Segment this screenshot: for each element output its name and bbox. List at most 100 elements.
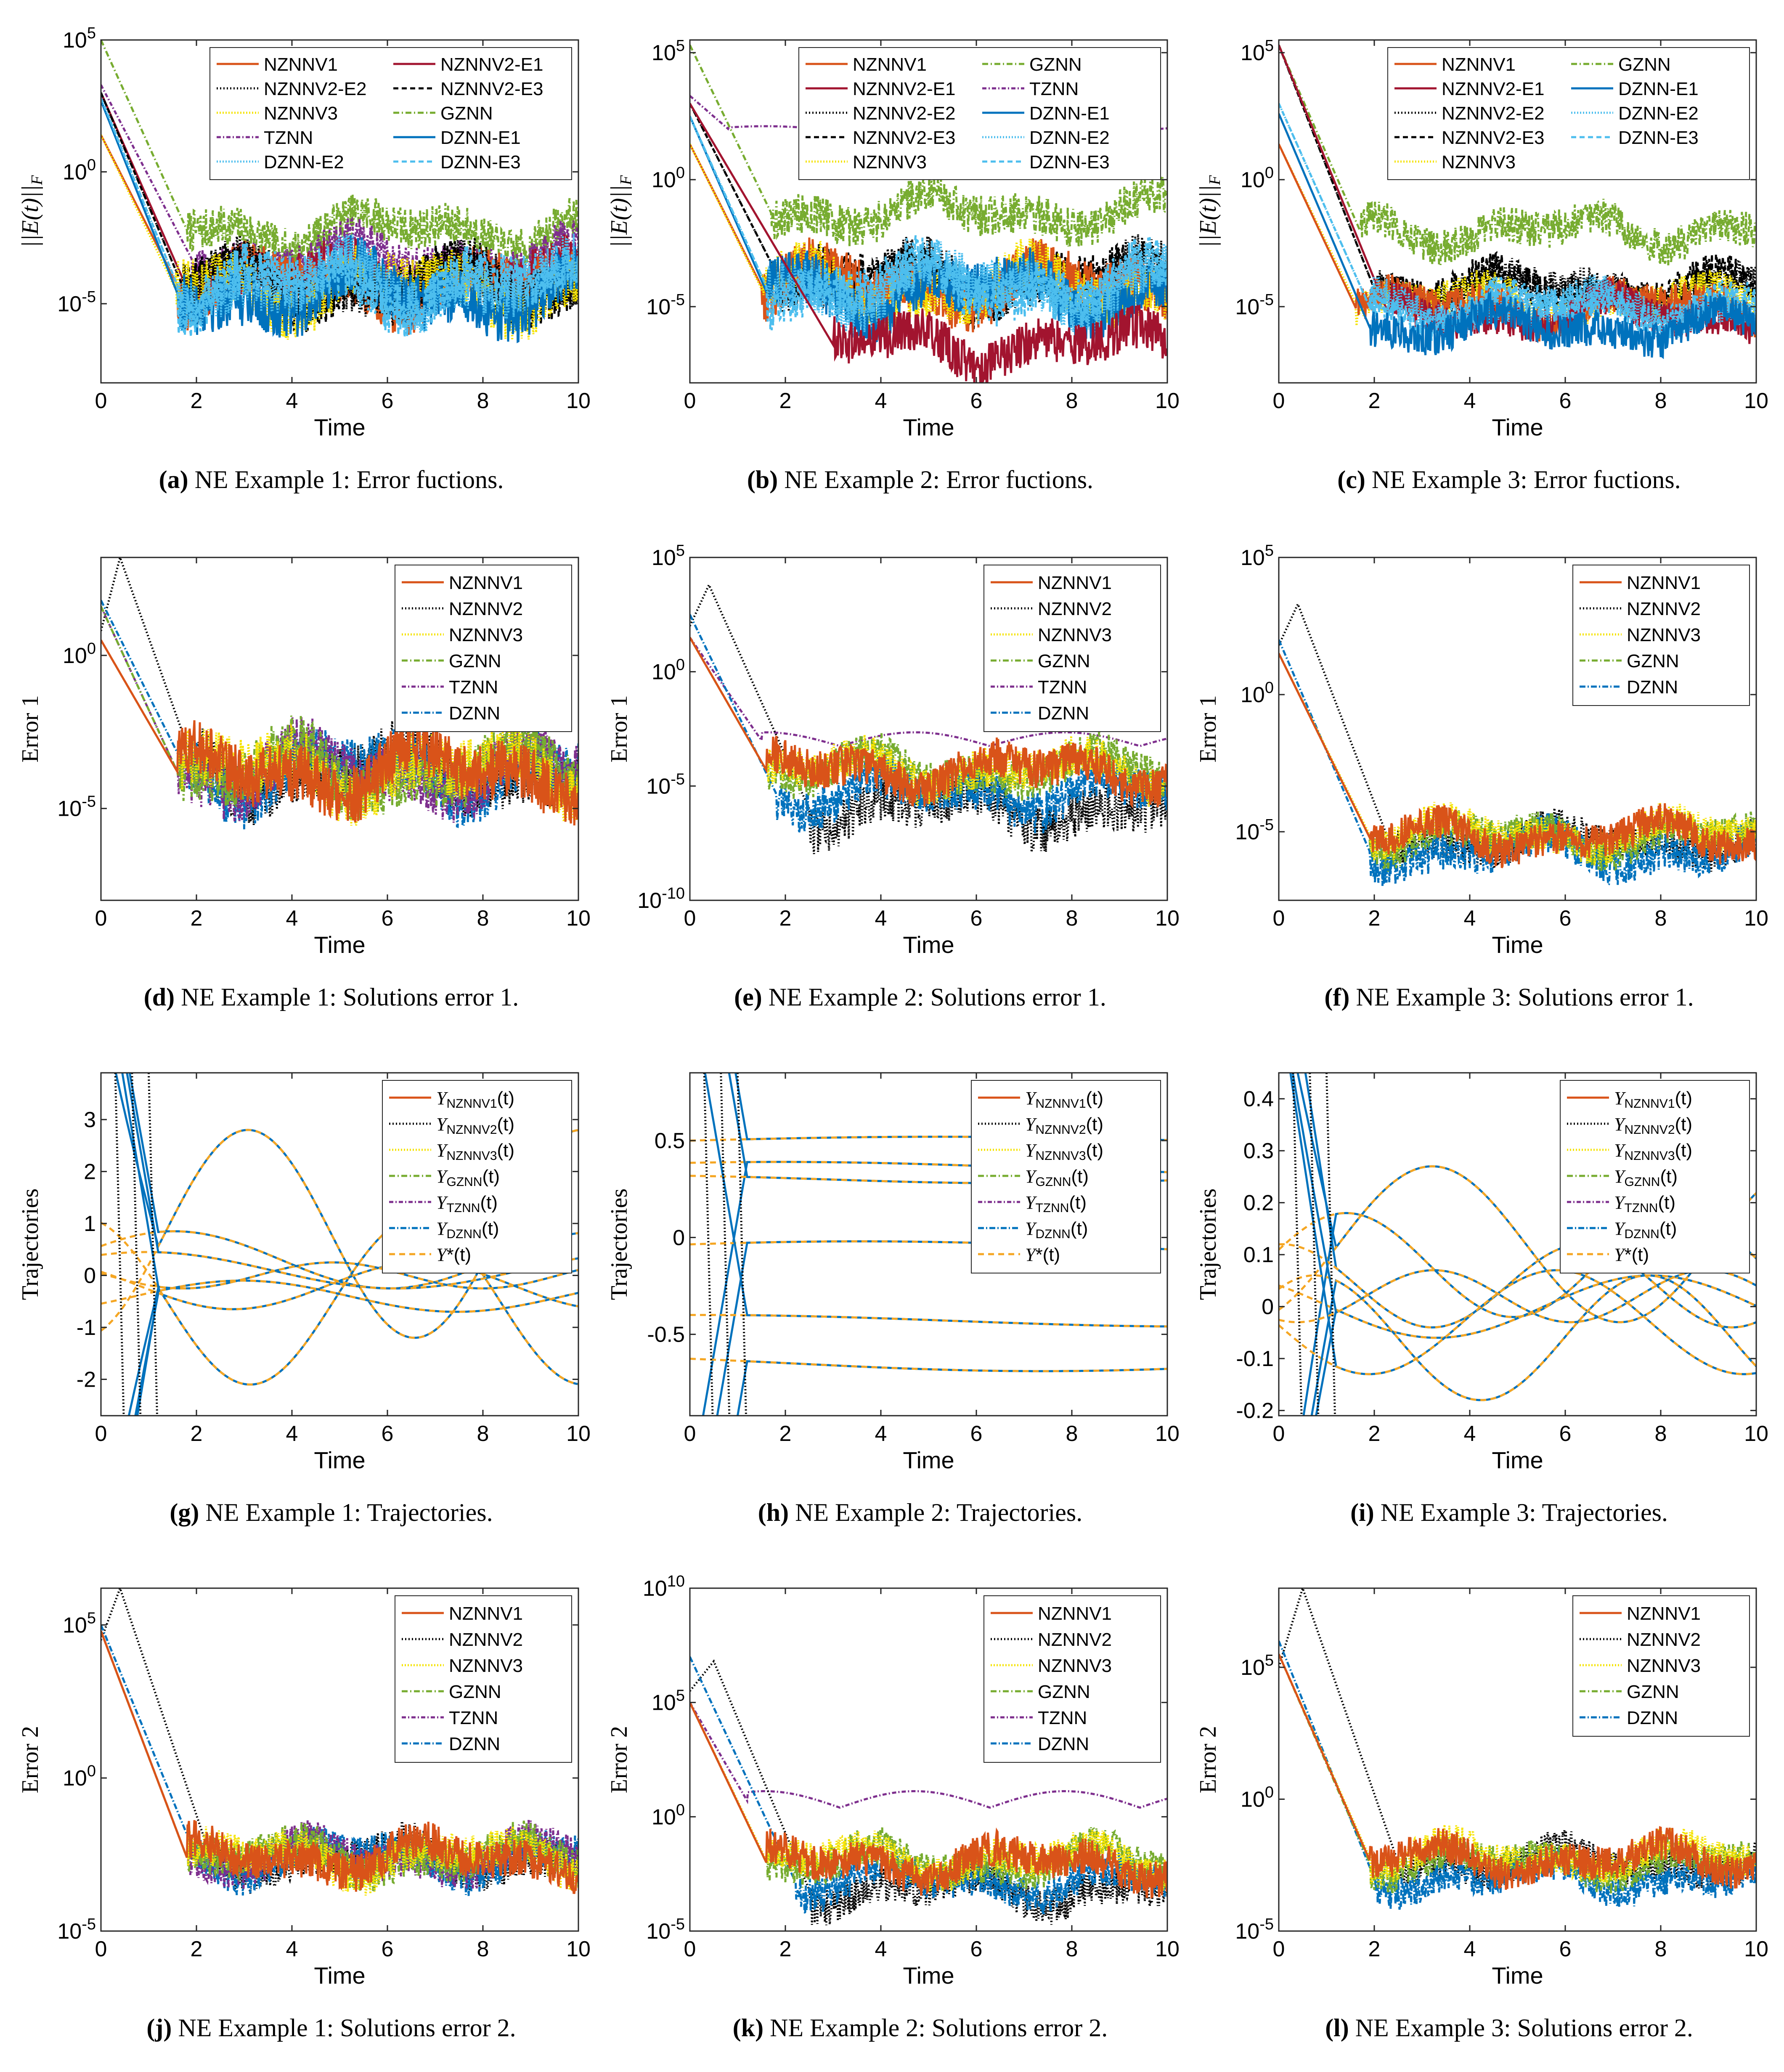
legend-label: NZNNV2: [1038, 1629, 1112, 1650]
series-nznnv1: [690, 1702, 1167, 1899]
legend-label: YGZNN(t): [1614, 1166, 1678, 1189]
series-nznnv1: [1279, 653, 1756, 868]
tick-label: 6: [970, 1937, 983, 1961]
caption-letter: (j): [146, 2014, 178, 2042]
tick-label: 10-5: [646, 770, 685, 799]
legend-arg: (t): [1658, 1192, 1675, 1213]
legend-label: YNZNNV2(t): [1025, 1114, 1103, 1137]
legend-arg: (t): [1659, 1218, 1677, 1239]
legend-symbol: Y: [1614, 1192, 1626, 1213]
tick-exponent: 5: [87, 1609, 96, 1627]
x-axis-label: Time: [1492, 931, 1543, 958]
tick-exponent: -5: [82, 793, 96, 811]
tick-exponent: 0: [87, 156, 96, 174]
legend-arg: (t): [497, 1088, 515, 1109]
series-gznn: [1279, 45, 1756, 267]
tick-label: 4: [286, 1937, 298, 1961]
x-axis-label: Time: [314, 414, 365, 440]
tick-label: 4: [1464, 1422, 1476, 1446]
panel-i: 0 2 4 6 8 10 -0.2 -0.1 0 0.1 0.2 0.3 0.4 Time Trajecto…: [1195, 1072, 1768, 1526]
legend-label: NZNNV3: [853, 152, 927, 172]
legend-symbol: Y: [1614, 1114, 1626, 1135]
legend-subscript: TZNN: [446, 1201, 480, 1215]
panel-l: 0 2 4 6 8 10 105 100 10-5 Time Error 2 NZNNV1 NZNNV2…: [1195, 1587, 1768, 2042]
legend-label: DZNN-E1: [1618, 79, 1699, 99]
tick-label: 10-5: [57, 1915, 96, 1944]
panel-f: 0 2 4 6 8 10 105 100 10-5 Time Error 1 NZNNV1 NZNNV2…: [1195, 542, 1768, 1011]
tick-label: 10-5: [1235, 291, 1274, 319]
tick-label: 8: [1655, 1422, 1667, 1446]
tick-label: 0: [1262, 1295, 1274, 1319]
tick-label: 105: [1241, 37, 1274, 65]
legend-symbol: Y: [1025, 1140, 1037, 1161]
legend-label: GZNN: [440, 103, 493, 124]
tick-label: 10-5: [1235, 816, 1274, 844]
panel-caption: (j) NE Example 1: Solutions error 2.: [146, 2014, 516, 2042]
legend-subscript: NZNNV3: [1624, 1149, 1675, 1163]
tick-exponent: 0: [1265, 1784, 1274, 1801]
tick-label: 10: [1744, 1422, 1768, 1446]
tick-label: 8: [477, 389, 489, 413]
legend-arg: (t): [1086, 1114, 1104, 1135]
tick-label: 6: [1559, 1937, 1572, 1961]
legend-label: GZNN: [1029, 54, 1082, 75]
tick-label: 105: [63, 24, 96, 53]
panel-j: 0 2 4 6 8 10 105 100 10-5 Time Error 2 NZNNV1 NZNNV2…: [17, 1587, 591, 2042]
tick-label: 8: [477, 1937, 489, 1961]
tick-label: 2: [1368, 906, 1381, 931]
y-axis-subscript: F: [1206, 175, 1224, 186]
legend-symbol: Y: [1025, 1088, 1037, 1109]
legend-label: YNZNNV2(t): [1614, 1114, 1692, 1137]
y-axis-subscript: F: [617, 175, 635, 186]
caption-letter: (g): [170, 1499, 205, 1526]
y-axis-label: ||E(t)||F: [1195, 175, 1224, 248]
tick-label: 0: [1273, 389, 1285, 413]
legend-symbol: Y: [1025, 1218, 1037, 1239]
tick-label: 2: [191, 1422, 203, 1446]
legend-label: GZNN: [1038, 651, 1090, 671]
tick-label: 4: [1464, 1937, 1476, 1961]
caption-text: NE Example 2: Error fuctions.: [784, 466, 1093, 493]
legend: YNZNNV1(t)YNZNNV2(t)YNZNNV3(t)YGZNN(t)YT…: [382, 1080, 572, 1273]
series-nznnv1: [1279, 1653, 1756, 1890]
legend-symbol: Y: [436, 1088, 448, 1109]
tick-exponent: 0: [676, 656, 685, 674]
tick-exponent: 10: [667, 1573, 685, 1590]
legend: YNZNNV1(t)YNZNNV2(t)YNZNNV3(t)YGZNN(t)YT…: [971, 1080, 1161, 1273]
tick-label: 10-10: [637, 885, 685, 913]
legend-symbol: Y: [436, 1140, 448, 1161]
legend-label: NZNNV2-E3: [853, 127, 956, 148]
legend-label: GZNN: [449, 1682, 501, 1702]
legend-label: NZNNV2-E1: [440, 54, 543, 75]
tick-label: 2: [779, 389, 792, 413]
legend: YNZNNV1(t)YNZNNV2(t)YNZNNV3(t)YGZNN(t)YT…: [1560, 1080, 1750, 1273]
legend-arg: (t): [1675, 1114, 1693, 1135]
caption-text: NE Example 1: Error fuctions.: [195, 466, 504, 493]
legend-label: GZNN: [1038, 1682, 1090, 1702]
tick-label: 100: [63, 640, 96, 668]
caption-text: NE Example 3: Trajectories.: [1381, 1499, 1668, 1526]
legend-label: GZNN: [1627, 1682, 1679, 1702]
tick-label: 10-5: [646, 1915, 685, 1944]
tick-label: 10: [1744, 906, 1768, 931]
tick-exponent: 5: [676, 37, 685, 55]
legend-subscript: NZNNV2: [1624, 1123, 1675, 1137]
legend-label: NZNNV1: [1627, 1603, 1701, 1624]
series-nznnv1: [690, 637, 1167, 809]
panel-caption: (d) NE Example 1: Solutions error 1.: [144, 983, 519, 1011]
legend-label: NZNNV3: [264, 103, 338, 124]
series-tznn: [690, 637, 1167, 747]
legend-box: [798, 47, 1161, 180]
tick-label: 6: [970, 389, 983, 413]
tick-label: 0.2: [1243, 1191, 1274, 1215]
tick-label: -0.2: [1236, 1399, 1274, 1423]
legend-subscript: NZNNV1: [1624, 1097, 1675, 1111]
legend-subscript: NZNNV3: [1035, 1149, 1086, 1163]
tick-label: 105: [1241, 1652, 1274, 1680]
tick-exponent: 0: [1265, 164, 1274, 182]
tick-label: 0: [84, 1264, 96, 1288]
tick-label: 2: [84, 1160, 96, 1184]
legend-label: DZNN-E3: [440, 152, 521, 172]
axes-box: [1278, 557, 1757, 901]
